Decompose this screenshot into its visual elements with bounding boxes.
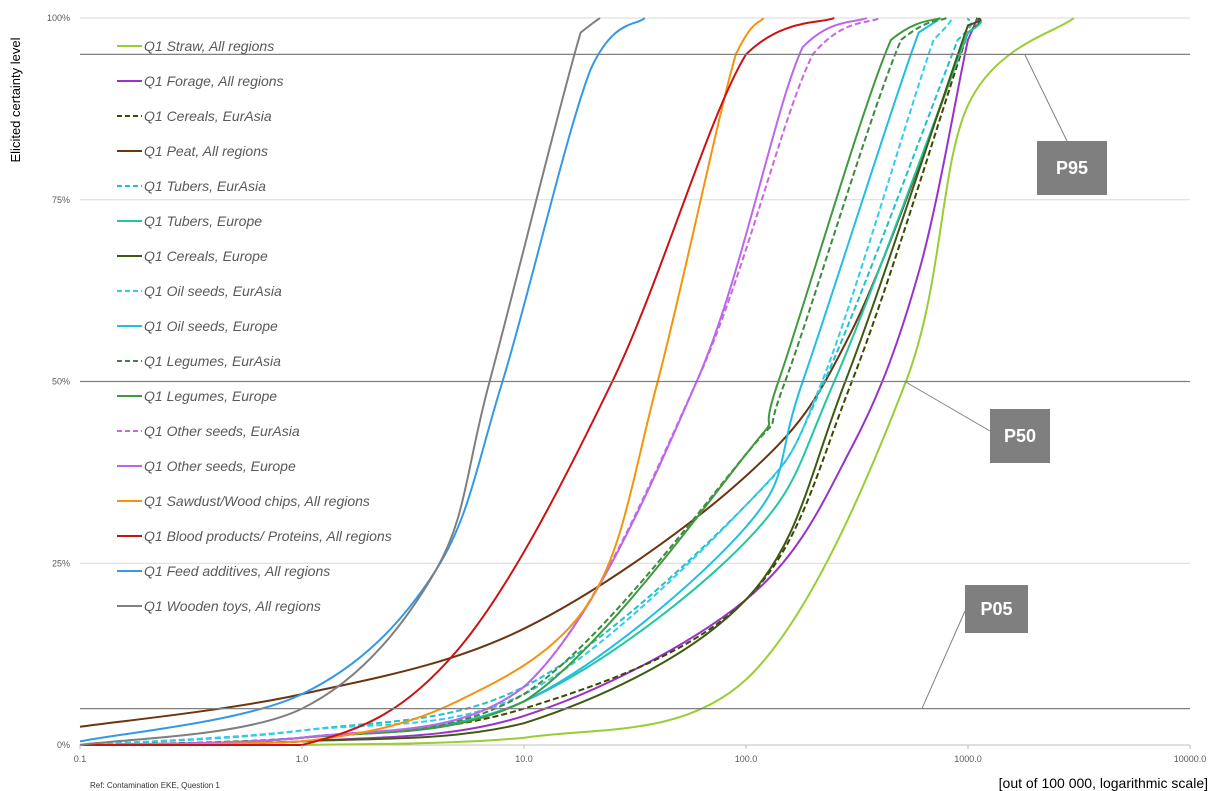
legend-entry: Q1 Tubers, Europe [144, 213, 262, 229]
legend-entry: Q1 Tubers, EurAsia [144, 178, 266, 194]
callout-label-p05: P05 [980, 599, 1012, 619]
callout-box-p05 [965, 585, 1028, 633]
legend-entry: Q1 Straw, All regions [144, 38, 274, 54]
callout-label-p95: P95 [1056, 158, 1088, 178]
y-tick-label: 50% [52, 377, 70, 387]
legend-entry: Q1 Feed additives, All regions [144, 563, 330, 579]
leader-line-p95 [1024, 54, 1068, 142]
series-line-q1-oil-seeds-eurasia [79, 17, 954, 746]
legend-entry: Q1 Peat, All regions [144, 143, 268, 159]
percentile-callouts: P95 P50 P05 [904, 54, 1107, 709]
legend-entry: Q1 Wooden toys, All regions [144, 598, 321, 614]
series-lines [79, 17, 1075, 747]
y-tick-label: 100% [47, 13, 70, 23]
callout-box-p50 [990, 409, 1050, 463]
x-tick-label: 10000.0 [1174, 754, 1207, 764]
y-tick-label: 25% [52, 558, 70, 568]
legend-entry: Q1 Sawdust/Wood chips, All regions [144, 493, 370, 509]
legend-entry: Q1 Legumes, EurAsia [144, 353, 281, 369]
reference-note: Ref: Contamination EKE, Question 1 [90, 781, 220, 790]
series-line-q1-blood-products-proteins-all-regions [80, 17, 835, 747]
legend-entry: Q1 Legumes, Europe [144, 388, 277, 404]
legend-entry: Q1 Blood products/ Proteins, All regions [144, 528, 392, 544]
callout-box-p95 [1037, 141, 1107, 195]
series-line-q1-legumes-eurasia [79, 17, 947, 746]
y-axis-label: Elicited certainty level [8, 37, 23, 162]
x-tick-label: 10.0 [515, 754, 533, 764]
legend-entry: Q1 Other seeds, EurAsia [144, 423, 300, 439]
series-line-q1-tubers-eurasia [79, 17, 973, 746]
legend: Q1 Straw, All regions Q1 Forage, All regi… [117, 38, 392, 614]
legend-entry: Q1 Oil seeds, EurAsia [144, 283, 282, 299]
x-tick-label: 100.0 [735, 754, 758, 764]
leader-line-p05 [921, 610, 966, 709]
y-axis-ticks: 0% 25% 50% 75% 100% [47, 13, 70, 750]
legend-entry: Q1 Cereals, EurAsia [144, 108, 272, 124]
legend-entry: Q1 Cereals, Europe [144, 248, 268, 264]
y-tick-label: 0% [57, 740, 70, 750]
y-tick-label: 75% [52, 195, 70, 205]
x-tick-label: 1000.0 [954, 754, 982, 764]
legend-entry: Q1 Oil seeds, Europe [144, 318, 278, 334]
x-tick-label: 0.1 [74, 754, 87, 764]
legend-entry: Q1 Other seeds, Europe [144, 458, 296, 474]
leader-line-p50 [904, 381, 991, 432]
series-line-q1-wooden-toys-all-regions [79, 17, 601, 746]
x-tick-label: 1.0 [296, 754, 309, 764]
series-line-q1-sawdust-wood-chips-all-regions [79, 17, 765, 746]
series-line-q1-straw-all-regions [301, 17, 1075, 746]
percentile-lines [80, 53, 1190, 710]
x-axis-ticks: 0.1 1.0 10.0 100.0 1000.0 10000.0 [74, 745, 1207, 764]
series-line-q1-peat-all-regions [79, 17, 981, 728]
legend-entry: Q1 Forage, All regions [144, 73, 284, 89]
x-axis-label: [out of 100 000, logarithmic scale] [999, 775, 1208, 791]
series-line-q1-feed-additives-all-regions [79, 17, 646, 743]
callout-label-p50: P50 [1004, 426, 1036, 446]
